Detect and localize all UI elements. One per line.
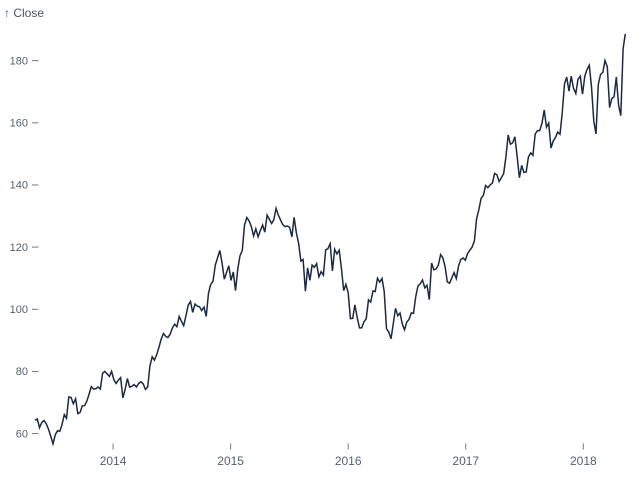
- y-tick-label: 180: [10, 55, 28, 67]
- y-tick-label: 80: [16, 366, 28, 378]
- y-tick-label: 60: [16, 428, 28, 440]
- x-tick-label: 2016: [335, 454, 362, 468]
- x-tick-label: 2017: [452, 454, 479, 468]
- y-tick-label: 100: [10, 304, 28, 316]
- y-tick-label: 140: [10, 180, 28, 192]
- x-tick-label: 2018: [570, 454, 597, 468]
- x-tick-label: 2014: [100, 454, 127, 468]
- y-tick-label: 120: [10, 242, 28, 254]
- y-axis-title: ↑ Close: [4, 6, 45, 20]
- y-tick-label: 160: [10, 118, 28, 130]
- price-line: [34, 33, 627, 447]
- x-tick-label: 2015: [217, 454, 244, 468]
